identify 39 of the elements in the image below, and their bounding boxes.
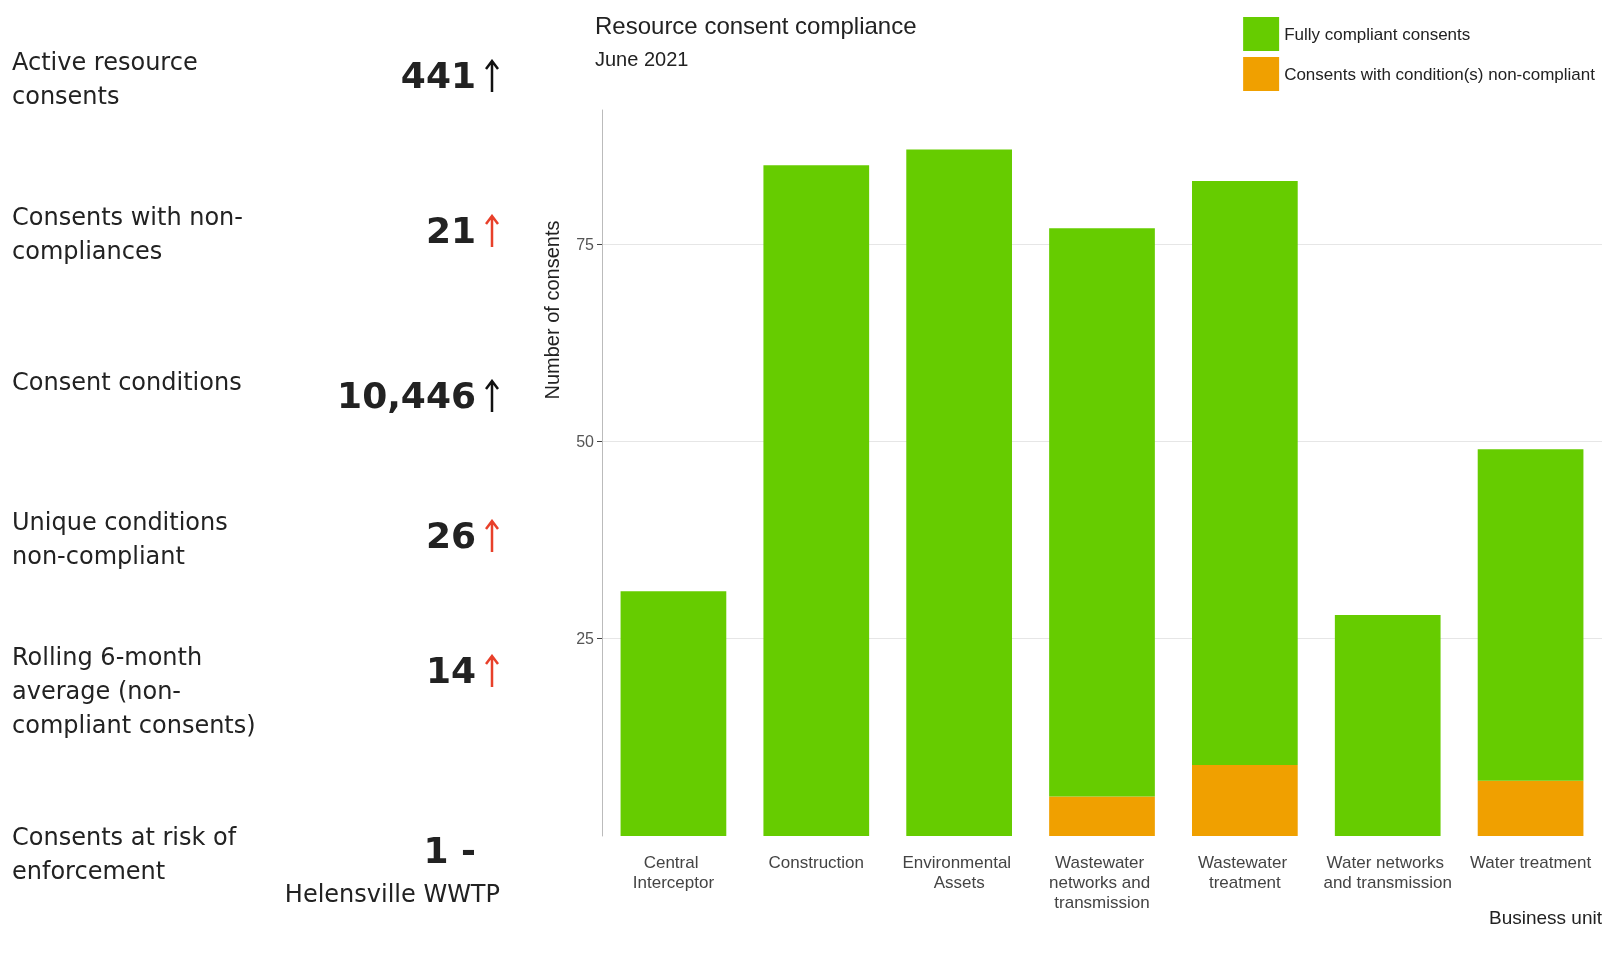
x-tick-label: Central Interceptor xyxy=(632,852,715,892)
text: Rolling 6-month average (non-compliant consents) xyxy=(12,642,257,741)
bar xyxy=(1477,780,1584,836)
bar xyxy=(1049,228,1155,797)
x-tick-label: Water networks and transmission xyxy=(1323,852,1452,892)
chart-subtitle: June 2021 xyxy=(595,48,689,70)
y-tick-label: 25 xyxy=(576,630,595,648)
bar xyxy=(1049,796,1155,836)
text: Consent conditions xyxy=(12,367,243,398)
bar xyxy=(906,149,1012,836)
bar xyxy=(1334,615,1441,836)
text: Helensville WWTP xyxy=(284,880,500,908)
text: 441 xyxy=(400,55,476,96)
text: 14 xyxy=(425,650,476,691)
y-tick-label: 75 xyxy=(576,235,595,253)
chart-title: Resource consent compliance xyxy=(595,11,917,39)
y-axis-title: Number of consents xyxy=(541,220,563,400)
text: 10,446 xyxy=(337,375,476,416)
legend-label: Fully compliant consents xyxy=(1284,24,1471,44)
bar xyxy=(1192,764,1298,836)
text: Consents with non-compliances xyxy=(12,202,244,267)
bar xyxy=(763,165,870,836)
bar xyxy=(620,591,727,836)
x-tick-label: Water treatment xyxy=(1469,852,1592,872)
y-tick-label: 50 xyxy=(576,432,595,450)
legend-label: Consents with condition(s) non-compliant xyxy=(1284,64,1596,84)
text: 26 xyxy=(425,515,476,556)
text: 21 xyxy=(425,210,476,251)
bar xyxy=(1192,181,1298,765)
x-tick-label: Construction xyxy=(768,852,864,872)
x-tick-label: Wastewater networks and transmission xyxy=(1049,852,1155,912)
text: Consents at risk of enforcement xyxy=(12,822,238,887)
x-tick-label: Wastewater treatment xyxy=(1197,852,1292,892)
text: Unique conditions non-compliant xyxy=(12,507,229,572)
x-axis-title: Business unit xyxy=(1488,907,1603,928)
x-tick-label: Environmental Assets xyxy=(902,852,1016,892)
bar xyxy=(1477,449,1584,781)
text: 1 - xyxy=(423,830,476,871)
text: Active resource consents xyxy=(12,47,199,112)
